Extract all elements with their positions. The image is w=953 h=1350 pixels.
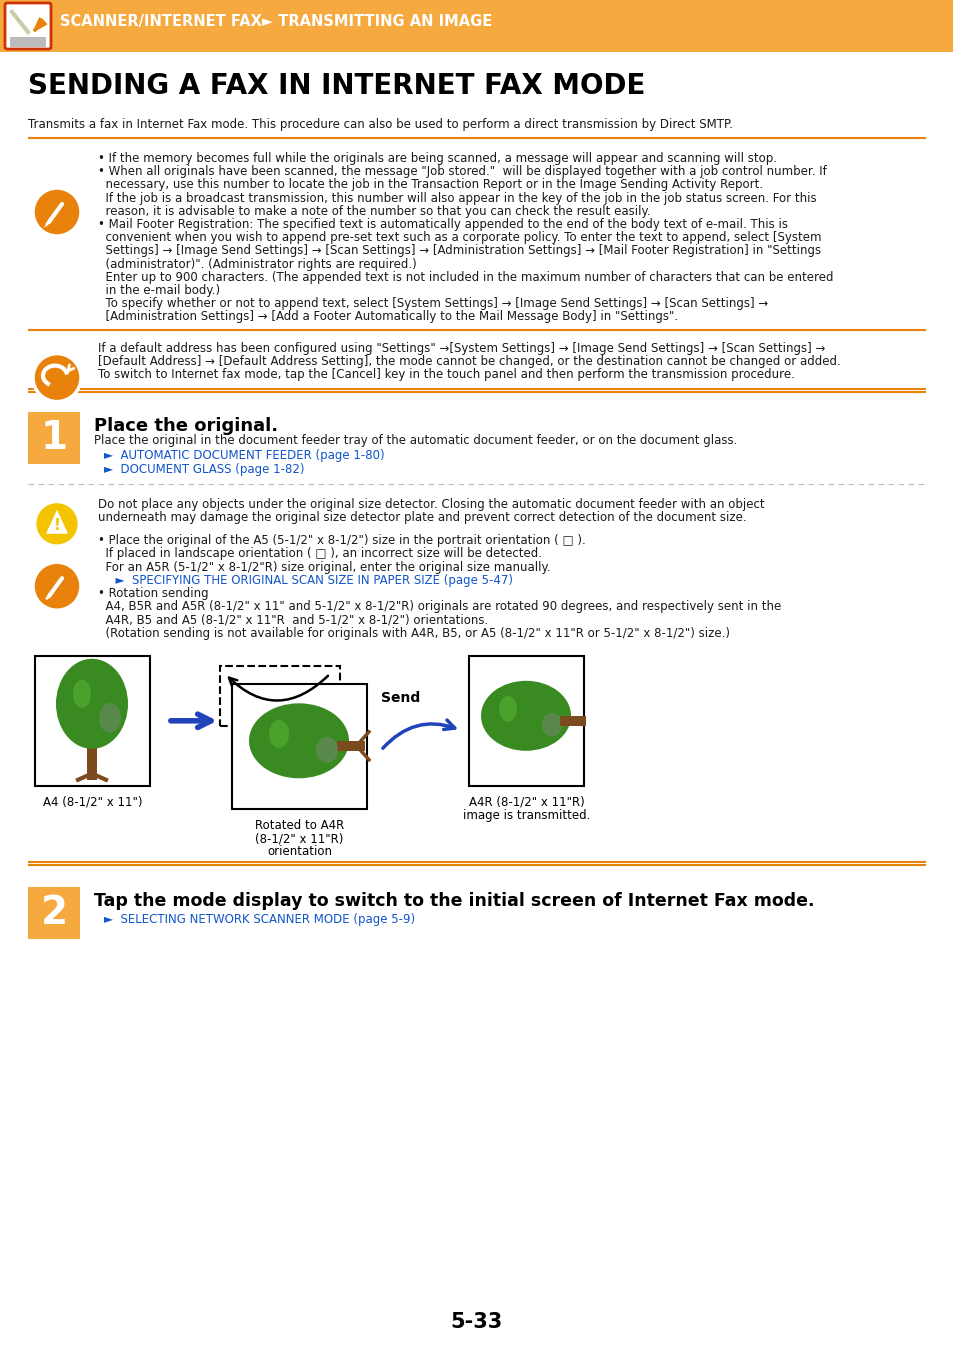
Text: To specify whether or not to append text, select [System Settings] → [Image Send: To specify whether or not to append text… [98, 297, 767, 310]
Bar [469, 656, 583, 786]
Circle shape [35, 502, 79, 545]
Text: Send: Send [380, 691, 420, 705]
Polygon shape [43, 224, 47, 228]
Bar [28, 887, 80, 938]
Text: • Place the original of the A5 (5-1/2" x 8-1/2") size in the portrait orientatio: • Place the original of the A5 (5-1/2" x… [98, 535, 585, 547]
Text: A4R (8-1/2" x 11"R): A4R (8-1/2" x 11"R) [468, 795, 584, 809]
Bar [220, 666, 339, 726]
Text: A4 (8-1/2" x 11"): A4 (8-1/2" x 11") [43, 795, 142, 809]
Text: necessary, use this number to locate the job in the Transaction Report or in the: necessary, use this number to locate the… [98, 178, 762, 192]
Text: ►  SPECIFYING THE ORIGINAL SCAN SIZE IN PAPER SIZE (page 5-47): ► SPECIFYING THE ORIGINAL SCAN SIZE IN P… [108, 574, 513, 587]
Text: Place the original.: Place the original. [94, 417, 278, 435]
Polygon shape [46, 510, 68, 533]
Text: If a default address has been configured using "Settings" →[System Settings] → [: If a default address has been configured… [98, 342, 824, 355]
Bar [0, 0, 953, 53]
Bar [232, 684, 367, 809]
Text: A4, B5R and A5R (8-1/2" x 11" and 5-1/2" x 8-1/2"R) originals are rotated 90 deg: A4, B5R and A5R (8-1/2" x 11" and 5-1/2"… [98, 601, 781, 613]
Text: ►  AUTOMATIC DOCUMENT FEEDER (page 1-80): ► AUTOMATIC DOCUMENT FEEDER (page 1-80) [104, 450, 384, 463]
Text: [Default Address] → [Default Address Setting], the mode cannot be changed, or th: [Default Address] → [Default Address Set… [98, 355, 840, 367]
Ellipse shape [269, 720, 289, 748]
Text: To switch to Internet fax mode, tap the [Cancel] key in the touch panel and then: To switch to Internet fax mode, tap the … [98, 369, 794, 381]
Text: Tap the mode display to switch to the initial screen of Internet Fax mode.: Tap the mode display to switch to the in… [94, 892, 814, 910]
Text: 2: 2 [40, 894, 68, 931]
Text: If placed in landscape orientation ( □ ), an incorrect size will be detected.: If placed in landscape orientation ( □ )… [98, 547, 541, 560]
Text: A4R, B5 and A5 (8-1/2" x 11"R  and 5-1/2" x 8-1/2") orientations.: A4R, B5 and A5 (8-1/2" x 11"R and 5-1/2"… [98, 613, 488, 626]
Text: SCANNER/INTERNET FAX► TRANSMITTING AN IMAGE: SCANNER/INTERNET FAX► TRANSMITTING AN IM… [60, 14, 492, 28]
Text: (8-1/2" x 11"R): (8-1/2" x 11"R) [255, 832, 343, 845]
Text: SENDING A FAX IN INTERNET FAX MODE: SENDING A FAX IN INTERNET FAX MODE [28, 72, 644, 100]
Text: Place the original in the document feeder tray of the automatic document feeder,: Place the original in the document feede… [94, 435, 737, 447]
Text: Enter up to 900 characters. (The appended text is not included in the maximum nu: Enter up to 900 characters. (The appende… [98, 271, 833, 284]
Text: Settings] → [Image Send Settings] → [Scan Settings] → [Administration Settings] : Settings] → [Image Send Settings] → [Sca… [98, 244, 821, 258]
Text: • If the memory becomes full while the originals are being scanned, a message wi: • If the memory becomes full while the o… [98, 153, 776, 165]
Text: image is transmitted.: image is transmitted. [462, 809, 590, 822]
Ellipse shape [541, 713, 561, 737]
Text: Rotated to A4R: Rotated to A4R [254, 819, 344, 832]
Text: orientation: orientation [267, 845, 332, 859]
Text: in the e-mail body.): in the e-mail body.) [98, 284, 220, 297]
Ellipse shape [498, 695, 517, 722]
Text: underneath may damage the original size detector plate and prevent correct detec: underneath may damage the original size … [98, 512, 746, 524]
Circle shape [33, 188, 81, 236]
Ellipse shape [56, 659, 128, 749]
Text: convenient when you wish to append pre-set text such as a corporate policy. To e: convenient when you wish to append pre-s… [98, 231, 821, 244]
Circle shape [33, 354, 81, 401]
Text: For an A5R (5-1/2" x 8-1/2"R) size original, enter the original size manually.: For an A5R (5-1/2" x 8-1/2"R) size origi… [98, 560, 550, 574]
FancyBboxPatch shape [5, 3, 51, 49]
Text: Do not place any objects under the original size detector. Closing the automatic: Do not place any objects under the origi… [98, 498, 763, 510]
Text: !: ! [53, 518, 60, 533]
Text: • Mail Footer Registration: The specified text is automatically appended to the : • Mail Footer Registration: The specifie… [98, 217, 787, 231]
Bar [559, 716, 585, 726]
Ellipse shape [249, 703, 349, 779]
Text: reason, it is advisable to make a note of the number so that you can check the r: reason, it is advisable to make a note o… [98, 205, 650, 217]
Text: Transmits a fax in Internet Fax mode. This procedure can also be used to perform: Transmits a fax in Internet Fax mode. Th… [28, 117, 732, 131]
Bar [10, 36, 46, 47]
Text: (administrator)". (Administrator rights are required.): (administrator)". (Administrator rights … [98, 258, 416, 270]
Ellipse shape [99, 703, 121, 733]
Text: 1: 1 [40, 420, 68, 458]
Text: 5-33: 5-33 [451, 1312, 502, 1332]
Text: • When all originals have been scanned, the message "Job stored."  will be displ: • When all originals have been scanned, … [98, 165, 826, 178]
Text: • Rotation sending: • Rotation sending [98, 587, 209, 599]
Bar [35, 656, 150, 786]
Text: ►  DOCUMENT GLASS (page 1-82): ► DOCUMENT GLASS (page 1-82) [104, 463, 304, 475]
Text: (Rotation sending is not available for originals with A4R, B5, or A5 (8-1/2" x 1: (Rotation sending is not available for o… [98, 626, 729, 640]
Text: [Administration Settings] → [Add a Footer Automatically to the Mail Message Body: [Administration Settings] → [Add a Foote… [98, 310, 678, 324]
Ellipse shape [315, 737, 337, 763]
Circle shape [33, 562, 81, 610]
Bar [28, 412, 80, 464]
Text: ►  SELECTING NETWORK SCANNER MODE (page 5-9): ► SELECTING NETWORK SCANNER MODE (page 5… [104, 913, 415, 926]
Bar [336, 741, 365, 751]
Text: If the job is a broadcast transmission, this number will also appear in the key : If the job is a broadcast transmission, … [98, 192, 816, 205]
Bar [87, 745, 97, 780]
Ellipse shape [73, 680, 91, 707]
Ellipse shape [480, 680, 571, 751]
